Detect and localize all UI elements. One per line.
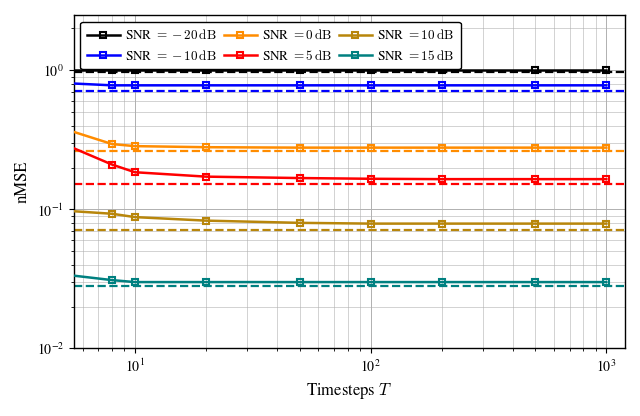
- SNR $= 0\,\mathrm{dB}$: [202, 145, 210, 150]
- SNR $= -20\,\mathrm{dB}$: [532, 68, 540, 73]
- SNR $= -10\,\mathrm{dB}$: [131, 83, 139, 88]
- Y-axis label: nMSE: nMSE: [15, 161, 31, 203]
- SNR $= -10\,\mathrm{dB}$: [532, 83, 540, 88]
- SNR $= 15\,\mathrm{dB}$: [532, 280, 540, 285]
- SNR $= 5\,\mathrm{dB}$: [602, 177, 610, 182]
- SNR $= 15\,\mathrm{dB}$: [438, 280, 445, 285]
- SNR $= -10\,\mathrm{dB}$: [60, 81, 68, 86]
- Line: SNR $= -10\,\mathrm{dB}$: SNR $= -10\,\mathrm{dB}$: [60, 79, 610, 89]
- SNR $= -10\,\mathrm{dB}$: [202, 83, 210, 88]
- SNR $= 15\,\mathrm{dB}$: [60, 272, 68, 277]
- SNR $= 15\,\mathrm{dB}$: [296, 280, 303, 285]
- Line: SNR $= 5\,\mathrm{dB}$: SNR $= 5\,\mathrm{dB}$: [60, 141, 610, 183]
- SNR $= 5\,\mathrm{dB}$: [532, 177, 540, 182]
- SNR $= 15\,\mathrm{dB}$: [202, 280, 210, 285]
- SNR $= -10\,\mathrm{dB}$: [438, 83, 445, 88]
- SNR $= 5\,\mathrm{dB}$: [202, 174, 210, 179]
- X-axis label: Timesteps $T$: Timesteps $T$: [306, 381, 392, 401]
- SNR $= 0\,\mathrm{dB}$: [367, 145, 374, 150]
- Line: SNR $= 10\,\mathrm{dB}$: SNR $= 10\,\mathrm{dB}$: [60, 207, 610, 227]
- SNR $= 5\,\mathrm{dB}$: [296, 176, 303, 181]
- SNR $= 10\,\mathrm{dB}$: [367, 221, 374, 226]
- SNR $= 15\,\mathrm{dB}$: [602, 280, 610, 285]
- SNR $= 0\,\mathrm{dB}$: [296, 145, 303, 150]
- Legend: SNR $= -20\,\mathrm{dB}$, SNR $= -10\,\mathrm{dB}$, SNR $= 0\,\mathrm{dB}$, SNR : SNR $= -20\,\mathrm{dB}$, SNR $= -10\,\m…: [80, 22, 461, 69]
- SNR $= 10\,\mathrm{dB}$: [438, 221, 445, 226]
- SNR $= -20\,\mathrm{dB}$: [108, 68, 116, 73]
- SNR $= -10\,\mathrm{dB}$: [602, 83, 610, 88]
- SNR $= -20\,\mathrm{dB}$: [602, 68, 610, 73]
- SNR $= 10\,\mathrm{dB}$: [296, 220, 303, 225]
- SNR $= 0\,\mathrm{dB}$: [438, 145, 445, 150]
- SNR $= -20\,\mathrm{dB}$: [202, 68, 210, 73]
- SNR $= 5\,\mathrm{dB}$: [108, 162, 116, 167]
- SNR $= 5\,\mathrm{dB}$: [60, 141, 68, 146]
- SNR $= 10\,\mathrm{dB}$: [108, 211, 116, 216]
- SNR $= 0\,\mathrm{dB}$: [131, 144, 139, 149]
- SNR $= 5\,\mathrm{dB}$: [367, 176, 374, 181]
- SNR $= 0\,\mathrm{dB}$: [532, 145, 540, 150]
- SNR $= -20\,\mathrm{dB}$: [60, 68, 68, 73]
- SNR $= 10\,\mathrm{dB}$: [60, 208, 68, 213]
- SNR $= -20\,\mathrm{dB}$: [438, 68, 445, 73]
- Line: SNR $= 15\,\mathrm{dB}$: SNR $= 15\,\mathrm{dB}$: [60, 271, 610, 285]
- Line: SNR $= 0\,\mathrm{dB}$: SNR $= 0\,\mathrm{dB}$: [60, 125, 610, 151]
- SNR $= 10\,\mathrm{dB}$: [602, 221, 610, 226]
- SNR $= 10\,\mathrm{dB}$: [131, 215, 139, 220]
- SNR $= -10\,\mathrm{dB}$: [296, 83, 303, 88]
- SNR $= -20\,\mathrm{dB}$: [131, 68, 139, 73]
- SNR $= 15\,\mathrm{dB}$: [367, 280, 374, 285]
- SNR $= -10\,\mathrm{dB}$: [367, 83, 374, 88]
- SNR $= 10\,\mathrm{dB}$: [202, 218, 210, 223]
- SNR $= 0\,\mathrm{dB}$: [602, 145, 610, 150]
- SNR $= 15\,\mathrm{dB}$: [131, 280, 139, 285]
- SNR $= -20\,\mathrm{dB}$: [367, 68, 374, 73]
- SNR $= 0\,\mathrm{dB}$: [108, 141, 116, 146]
- SNR $= 15\,\mathrm{dB}$: [108, 277, 116, 282]
- SNR $= 0\,\mathrm{dB}$: [60, 126, 68, 131]
- Line: SNR $= -20\,\mathrm{dB}$: SNR $= -20\,\mathrm{dB}$: [60, 67, 610, 74]
- SNR $= -20\,\mathrm{dB}$: [296, 68, 303, 73]
- SNR $= 5\,\mathrm{dB}$: [438, 177, 445, 182]
- SNR $= 10\,\mathrm{dB}$: [532, 221, 540, 226]
- SNR $= 5\,\mathrm{dB}$: [131, 170, 139, 175]
- SNR $= -10\,\mathrm{dB}$: [108, 83, 116, 88]
